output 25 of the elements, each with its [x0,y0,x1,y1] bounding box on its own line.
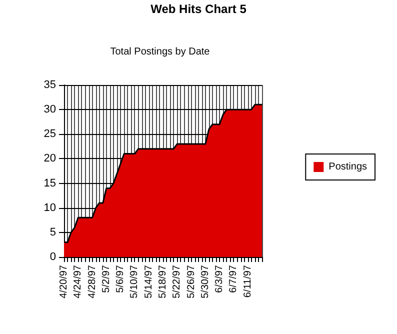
x-tick-label: 6/11/97 [242,264,254,298]
y-tick-label: 15 [44,177,56,190]
x-tick-label: 6/7/97 [228,264,240,293]
x-tick-label: 5/2/97 [100,264,112,293]
y-tick-label: 25 [44,128,56,140]
chart-title: Total Postings by Date [110,46,210,58]
y-tick-label: 5 [50,226,56,238]
x-tick-label: 5/26/97 [186,264,197,298]
y-tick-label: 10 [44,202,56,214]
x-tick-label: 4/28/97 [86,264,98,298]
legend-label: Postings [328,162,368,172]
x-tick-label: 5/18/97 [158,264,168,298]
x-tick-label: 5/10/97 [129,264,140,298]
y-tick-label: 20 [44,152,56,165]
y-tick-label: 0 [50,251,56,263]
x-tick-label: 5/30/97 [200,264,211,298]
x-tick-label: 5/22/97 [172,264,183,298]
x-tick-label: 5/14/97 [143,264,154,298]
x-tick-label: 4/24/97 [72,264,84,298]
y-tick-label: 35 [44,79,56,91]
x-tick-label: 4/20/97 [58,264,70,298]
x-tick-label: 5/6/97 [115,264,126,293]
text: Web Hits Chart 5 [150,2,247,16]
x-tick-label: 6/3/97 [214,264,226,293]
y-tick-label: 30 [44,104,56,116]
